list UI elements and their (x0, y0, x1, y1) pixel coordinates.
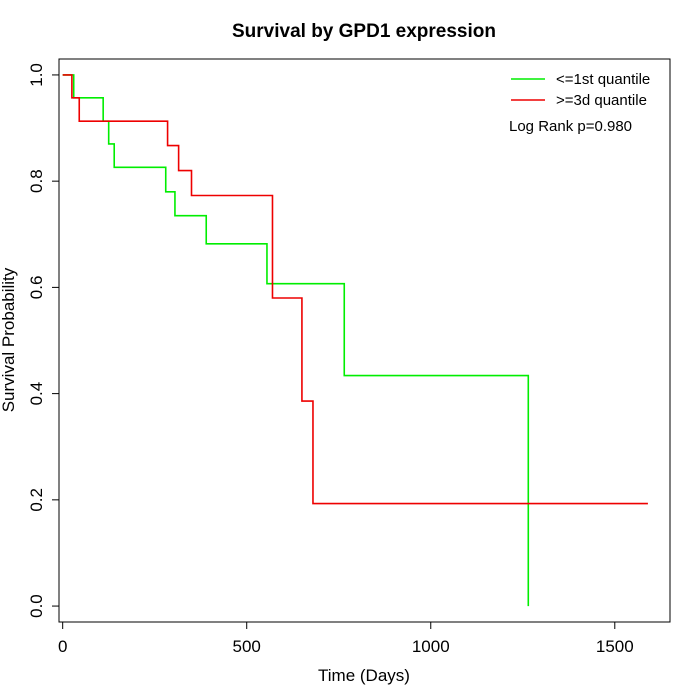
x-tick-label: 1000 (412, 637, 450, 656)
x-tick-label: 500 (233, 637, 261, 656)
y-tick-label: 1.0 (27, 63, 46, 87)
x-tick-label: 1500 (596, 637, 634, 656)
chart-title: Survival by GPD1 expression (232, 21, 496, 42)
y-tick-label: 0.8 (27, 169, 46, 193)
log-rank-annotation: Log Rank p=0.980 (509, 118, 632, 135)
x-tick-label: 0 (58, 637, 67, 656)
y-tick-label: 0.6 (27, 276, 46, 300)
legend-label-2: >=3d quantile (556, 92, 647, 109)
plot-area-border (58, 58, 671, 623)
legend: <=1st quantile >=3d quantile (511, 71, 650, 109)
y-tick-label: 0.4 (27, 382, 46, 406)
x-axis-label: Time (Days) (318, 666, 410, 685)
x-axis: 0 500 1000 1500 (58, 621, 634, 656)
y-tick-label: 0.2 (27, 488, 46, 512)
y-axis-label: Survival Probability (0, 267, 18, 412)
legend-label-1: <=1st quantile (556, 71, 650, 88)
series-line-1 (62, 74, 530, 607)
series-group (62, 74, 648, 607)
y-tick-label: 0.0 (27, 594, 46, 618)
series-line-2 (62, 74, 648, 505)
y-axis: 0.0 0.2 0.4 0.6 0.8 1.0 (27, 63, 60, 618)
